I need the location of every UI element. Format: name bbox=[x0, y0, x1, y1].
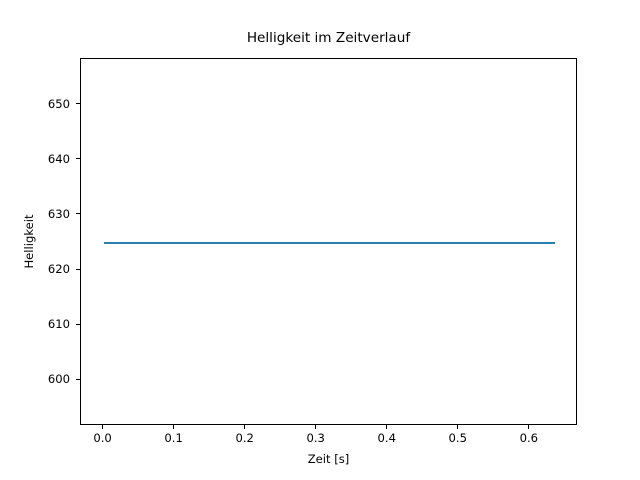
x-tick bbox=[244, 425, 246, 429]
y-tick bbox=[76, 268, 80, 270]
y-tick bbox=[76, 378, 80, 380]
plot-area bbox=[80, 58, 577, 425]
y-tick-label: 630 bbox=[47, 206, 70, 221]
x-tick bbox=[386, 425, 388, 429]
x-tick-label: 0.0 bbox=[93, 431, 112, 445]
x-tick bbox=[315, 425, 317, 429]
x-tick bbox=[102, 425, 104, 429]
y-tick-label: 610 bbox=[47, 317, 70, 332]
page-title: Helligkeit im Zeitverlauf bbox=[246, 30, 411, 46]
x-tick-label: 0.2 bbox=[235, 431, 254, 445]
y-tick-label: 650 bbox=[47, 96, 70, 111]
x-tick-label: 0.6 bbox=[519, 431, 539, 445]
y-tick bbox=[76, 103, 80, 105]
y-tick bbox=[76, 158, 80, 160]
y-tick bbox=[76, 213, 80, 215]
x-tick-label: 0.3 bbox=[306, 431, 325, 445]
y-axis-label: Helligkeit bbox=[22, 214, 36, 269]
x-tick bbox=[528, 425, 530, 429]
data-series-line bbox=[103, 241, 556, 244]
x-tick-label: 0.5 bbox=[448, 431, 467, 445]
x-tick bbox=[173, 425, 175, 429]
x-tick bbox=[457, 425, 459, 429]
x-tick-label: 0.4 bbox=[377, 431, 396, 445]
y-tick-label: 640 bbox=[47, 151, 70, 166]
y-tick bbox=[76, 323, 80, 325]
x-axis-label: Zeit [s] bbox=[307, 452, 350, 466]
y-tick-label: 620 bbox=[47, 262, 70, 277]
y-tick-label: 600 bbox=[47, 372, 70, 387]
x-tick-label: 0.1 bbox=[164, 431, 183, 445]
